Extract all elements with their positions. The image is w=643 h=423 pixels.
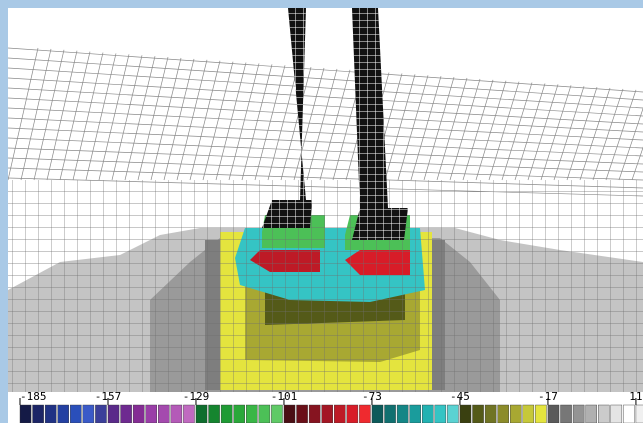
color-swatch [485, 405, 496, 423]
color-swatch [385, 405, 396, 423]
color-swatch [410, 405, 421, 423]
color-swatch [209, 405, 220, 423]
color-swatch [108, 405, 119, 423]
color-swatch [548, 405, 559, 423]
color-swatch [372, 405, 383, 423]
color-swatch [259, 405, 270, 423]
color-swatch [397, 405, 408, 423]
tick-label: 11 [629, 390, 642, 403]
color-swatch [510, 405, 521, 423]
color-swatch [196, 405, 207, 423]
color-swatch [322, 405, 333, 423]
color-swatch [535, 405, 546, 423]
color-swatch [83, 405, 94, 423]
color-swatch [246, 405, 257, 423]
color-swatch [636, 405, 643, 423]
color-swatch [95, 405, 106, 423]
color-swatch [586, 405, 597, 423]
color-swatch [133, 405, 144, 423]
tick-label: -17 [538, 390, 558, 403]
color-swatch [20, 405, 31, 423]
tick-label: -129 [183, 390, 210, 403]
color-swatch [234, 405, 245, 423]
color-swatch [33, 405, 44, 423]
mesh-lower [8, 180, 643, 392]
tick-label: -73 [362, 390, 382, 403]
color-swatch [146, 405, 157, 423]
model: -185 -157 -129 -101 -73 -45 -17 11 [8, 8, 643, 423]
color-swatch [171, 405, 182, 423]
color-swatch [347, 405, 358, 423]
color-swatch [435, 405, 446, 423]
color-swatch [271, 405, 282, 423]
tick-label: -157 [95, 390, 122, 403]
color-swatch [284, 405, 295, 423]
color-swatch [183, 405, 194, 423]
color-swatch [498, 405, 509, 423]
color-swatch [158, 405, 169, 423]
color-swatch [598, 405, 609, 423]
color-swatch [359, 405, 370, 423]
color-swatch [121, 405, 132, 423]
color-swatch [561, 405, 572, 423]
color-swatch [623, 405, 634, 423]
color-swatch [309, 405, 320, 423]
tick-label: -101 [271, 390, 298, 403]
color-swatch [45, 405, 56, 423]
tick-label: -45 [450, 390, 470, 403]
page: {"colorbar": { "lim": [-185, 15], "ticks… [0, 0, 643, 423]
color-swatch [573, 405, 584, 423]
color-swatch [297, 405, 308, 423]
color-swatch [58, 405, 69, 423]
tick-label: -185 [20, 390, 47, 403]
color-swatch [523, 405, 534, 423]
color-swatch [611, 405, 622, 423]
color-swatch [70, 405, 81, 423]
fem-view: -185 -157 -129 -101 -73 -45 -17 11 [0, 0, 643, 423]
color-swatch [221, 405, 232, 423]
color-swatch [447, 405, 458, 423]
color-swatch [422, 405, 433, 423]
color-swatch [334, 405, 345, 423]
color-swatch [460, 405, 471, 423]
color-swatch [473, 405, 484, 423]
